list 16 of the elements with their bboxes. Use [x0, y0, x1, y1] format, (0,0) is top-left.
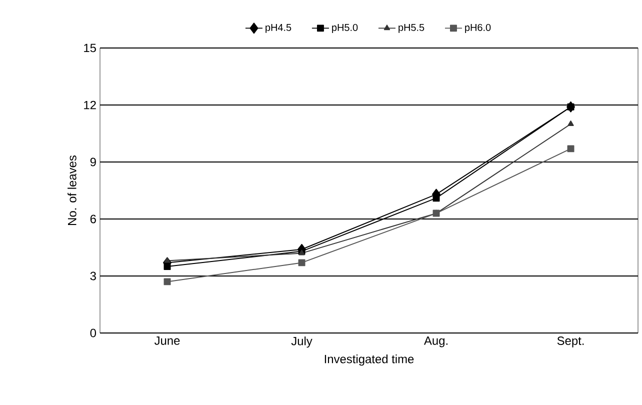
y-tick-label: 3 — [90, 272, 96, 280]
y-tick-label: 15 — [84, 44, 96, 52]
x-tick-label: June — [154, 336, 180, 345]
y-tick-label: 0 — [90, 328, 96, 338]
y-tick-label: 12 — [84, 100, 96, 110]
y-tick-label: 9 — [90, 158, 96, 166]
x-tick-label: Sept. — [557, 336, 584, 348]
y-axis-title: No. of leaves — [68, 156, 76, 225]
x-tick-label: Aug. — [424, 336, 448, 348]
legend-label: pH6.0 — [465, 24, 491, 33]
legend-label: pH5.5 — [398, 24, 424, 33]
y-tick-label: 6 — [90, 214, 96, 224]
legend-label: pH5.0 — [332, 24, 358, 33]
legend-label: pH4.5 — [266, 24, 292, 33]
x-tick-label: July — [291, 336, 312, 348]
x-axis-title: Investigated time — [324, 354, 414, 366]
